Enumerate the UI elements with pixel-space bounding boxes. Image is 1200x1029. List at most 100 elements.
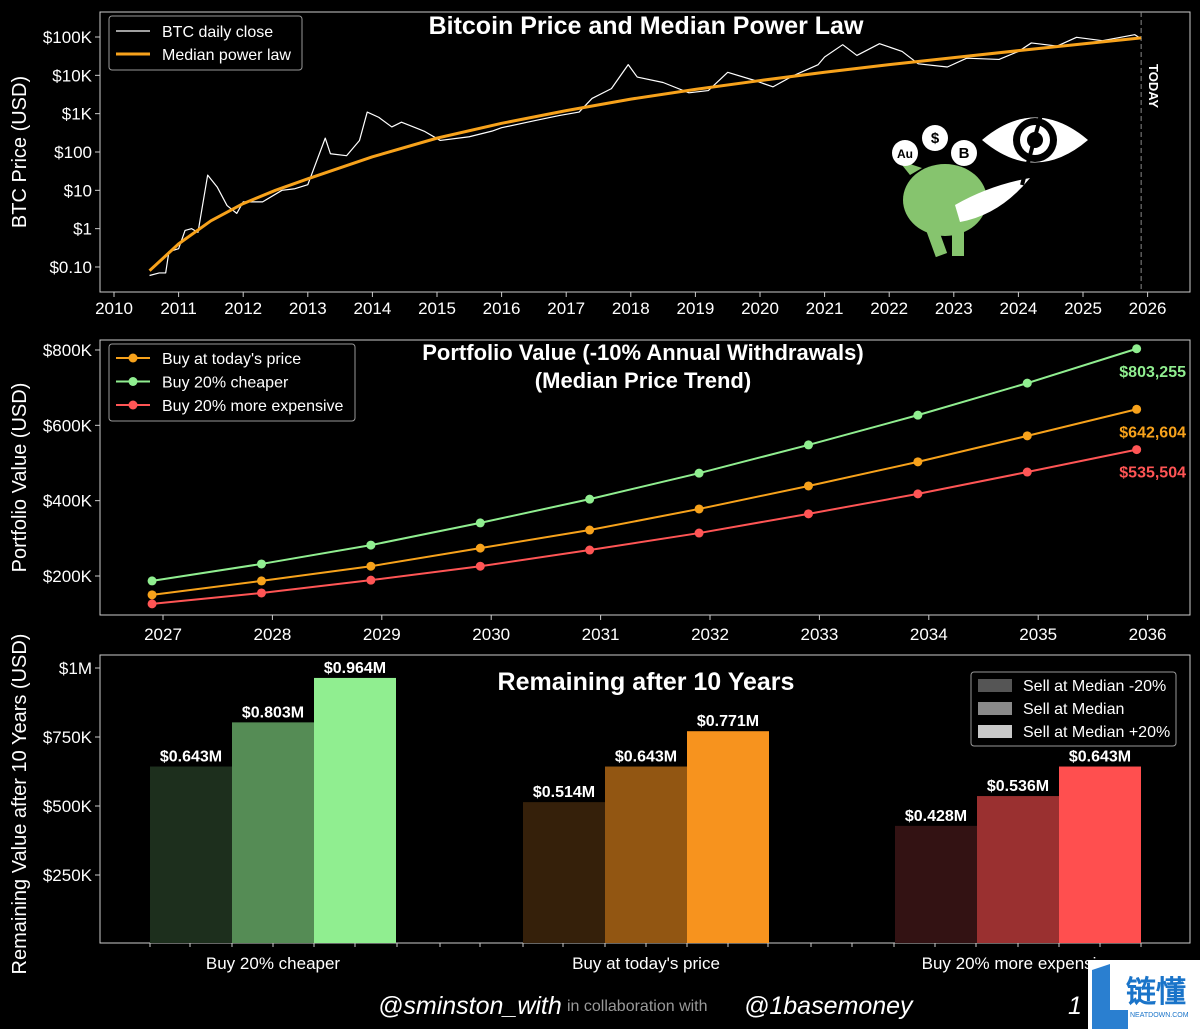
data-point [1022,378,1032,388]
data-point [1132,344,1142,354]
partner-handle[interactable]: @1basemoney [744,992,913,1020]
end-value-label: $803,255 [1119,364,1186,381]
x-tick-label: 2032 [691,625,729,644]
data-point [256,576,266,586]
x-tick-label: 2016 [483,299,521,318]
bar [150,766,232,943]
bar [605,766,687,943]
today-label: TODAY [1146,64,1161,108]
data-point [803,481,813,491]
legend-box [108,343,356,422]
x-tick-label: 2023 [935,299,973,318]
x-tick-label: 2020 [741,299,779,318]
y-tick-label: $600K [43,416,93,435]
data-point [256,559,266,569]
coin-label: B [959,145,970,162]
x-tick-label: 2018 [612,299,650,318]
x-tick-label: 2033 [800,625,838,644]
legend-box [108,15,303,71]
y-tick-label: $250K [43,866,93,885]
y-tick-label: $0.10 [49,258,92,277]
data-point [475,518,485,528]
chart-title: Remaining after 10 Years [498,668,795,696]
pig-leg [926,226,948,258]
data-point [147,599,157,609]
x-tick-label: 2029 [363,625,401,644]
data-point [1022,467,1032,477]
x-tick-label: 2025 [1064,299,1102,318]
coin-icon [892,140,918,166]
legend-swatch [978,725,1012,738]
bar-value-label: $0.428M [905,808,967,825]
author-handle[interactable]: @sminston_with [378,992,562,1020]
bar [1059,766,1141,943]
legend-label: Sell at Median [1023,701,1124,718]
bar [895,825,977,943]
chart-subtitle: (Median Price Trend) [535,368,751,393]
x-tick-label: 2010 [95,299,133,318]
x-tick-label: 2014 [353,299,391,318]
data-point [913,457,923,467]
x-tick-label: 2015 [418,299,456,318]
bar-value-label: $0.643M [160,749,222,766]
legend-label: Buy at today's price [162,351,301,368]
data-point [803,509,813,519]
x-tick-label: 2034 [910,625,948,644]
x-tick-label: 2036 [1129,625,1167,644]
data-point [366,561,376,571]
data-point [913,489,923,499]
bar [977,796,1059,943]
legend-label: Buy 20% cheaper [162,375,289,392]
coin-label: $ [931,130,940,147]
x-tick-label: 2012 [224,299,262,318]
y-tick-label: $10K [52,66,92,85]
legend-swatch [978,679,1012,692]
bar [687,731,769,943]
data-point [585,494,595,504]
x-tick-label: 2026 [1129,299,1167,318]
data-point [694,468,704,478]
category-label: Buy 20% more expensive [922,954,1115,973]
legend-label: Sell at Median +20% [1023,724,1170,741]
y-axis-label: BTC Price (USD) [9,76,31,228]
series-line-btc-price [149,34,1142,277]
bar [523,802,605,943]
legend-box [970,671,1177,747]
y-tick-label: $800K [43,341,93,360]
y-axis-label: Portfolio Value (USD) [9,383,31,573]
legend-marker [128,400,138,410]
watermark-logo: 链懂 NEATDOWN.COM [1088,960,1200,1029]
wing-icon [955,178,1030,222]
series-line [151,347,1137,582]
bar [232,722,314,943]
end-value-label: $642,604 [1119,424,1186,441]
category-label: Buy 20% cheaper [206,954,341,973]
bar-value-label: $0.771M [697,713,759,730]
watermark-sub: NEATDOWN.COM [1130,1012,1189,1019]
coin-icon [922,125,948,151]
x-tick-label: 2021 [806,299,844,318]
y-tick-label: $100 [54,143,92,162]
bar-value-label: $0.514M [533,784,595,801]
x-tick-label: 2019 [676,299,714,318]
category-label: Buy at today's price [572,954,720,973]
data-point [694,504,704,514]
data-point [913,410,923,420]
watermark-text: 链懂 [1126,975,1186,1010]
x-tick-label: 2027 [144,625,182,644]
y-axis-label: Remaining Value after 10 Years (USD) [9,634,31,975]
pig-leg [952,228,964,256]
y-tick-label: $200K [43,567,93,586]
data-point [475,561,485,571]
coin-label: Au [897,147,913,161]
x-tick-label: 2013 [289,299,327,318]
legend-label: Sell at Median -20% [1023,678,1166,695]
x-tick-label: 2024 [999,299,1037,318]
legend-label: BTC daily close [162,24,273,41]
data-point [803,440,813,450]
x-tick-label: 2022 [870,299,908,318]
data-point [585,525,595,535]
data-point [147,590,157,600]
data-point [366,575,376,585]
